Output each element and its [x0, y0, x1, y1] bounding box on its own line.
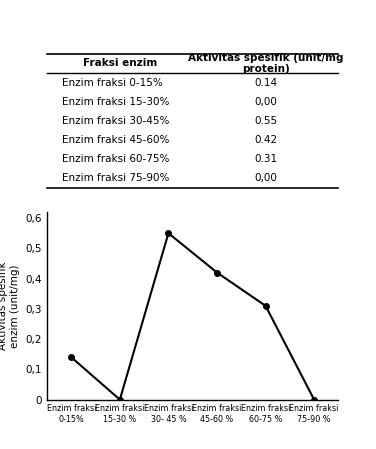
Y-axis label: Aktivitas spesifik
enzim (unit/mg): Aktivitas spesifik enzim (unit/mg) — [0, 261, 20, 350]
